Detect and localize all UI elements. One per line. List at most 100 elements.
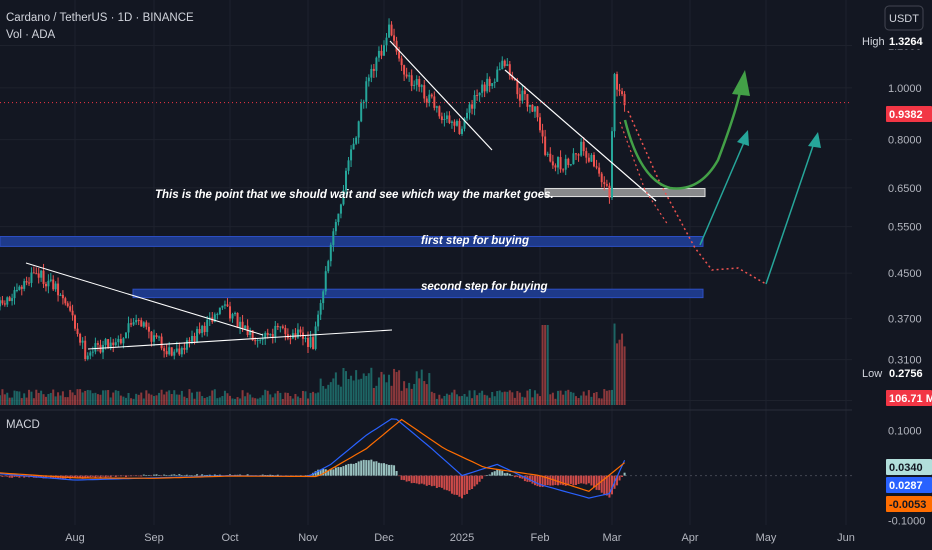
candle-body: [445, 115, 448, 120]
macd-histogram-bar: [403, 475, 406, 481]
candle-body: [229, 306, 231, 319]
volume-bar: [271, 397, 274, 405]
macd-histogram-bar: [595, 475, 598, 490]
volume-bar: [91, 393, 94, 405]
candle-body: [223, 304, 226, 306]
candle-body: [112, 342, 115, 346]
candle-body: [461, 128, 463, 134]
volume-bar: [160, 389, 163, 405]
macd-histogram-bar: [304, 475, 307, 476]
candle-body: [355, 137, 358, 144]
volume-bar: [180, 390, 183, 405]
candle-body: [448, 115, 451, 123]
macd-histogram-bar: [3, 475, 6, 477]
candle-body: [168, 347, 171, 355]
macd-histogram-bar: [471, 475, 474, 490]
candle-body: [580, 141, 583, 156]
volume-bar: [198, 391, 201, 405]
volume-bar: [203, 398, 206, 405]
candle-body: [450, 121, 453, 123]
volume-bar: [66, 397, 69, 405]
volume-bar: [20, 398, 23, 405]
volume-bar: [360, 378, 363, 405]
macd-histogram-bar: [213, 474, 216, 476]
volume-bar: [94, 392, 97, 405]
price-tick-label: 0.4500: [888, 268, 922, 280]
macd-label: MACD: [6, 419, 40, 431]
macd-badge-value: 0.0287: [889, 480, 923, 492]
macd-histogram-bar: [15, 475, 18, 477]
candle-body: [114, 342, 117, 346]
time-tick-label: Nov: [298, 532, 318, 544]
price-tick-label: 0.8000: [888, 135, 922, 147]
candle-body: [533, 106, 536, 112]
time-tick-label: May: [756, 532, 777, 544]
macd-histogram-bar: [458, 475, 461, 497]
volume-bar: [317, 392, 320, 405]
volume-bar: [239, 398, 242, 405]
candle-body: [264, 332, 267, 339]
macd-histogram-bar: [370, 459, 373, 476]
volume-bar: [246, 392, 249, 405]
candle-body: [590, 154, 593, 162]
volume-bar: [471, 398, 474, 405]
candle-body: [28, 282, 31, 284]
time-tick-label: 2025: [450, 532, 474, 544]
volume-bar: [405, 388, 408, 405]
macd-histogram-bar: [580, 475, 583, 484]
candle-body: [476, 95, 479, 97]
macd-histogram-bar: [377, 462, 380, 476]
volume-bar: [150, 394, 153, 405]
candle-body: [345, 170, 347, 191]
volume-bar: [52, 389, 55, 405]
candle-body: [274, 325, 277, 338]
candle-body: [621, 91, 624, 95]
macd-histogram-bar: [600, 475, 603, 493]
macd-histogram-bar: [564, 475, 567, 486]
macd-histogram-bar: [528, 475, 531, 482]
candle-body: [296, 329, 299, 338]
candle-body: [498, 69, 501, 71]
volume-bar: [564, 390, 567, 405]
candle-body: [42, 270, 45, 284]
volume-bar: [587, 390, 590, 405]
candle-body: [433, 96, 436, 108]
candle-body: [6, 297, 9, 305]
candle-body: [486, 78, 489, 92]
currency-button[interactable]: USDT: [884, 5, 924, 31]
volume-bar: [30, 391, 33, 405]
macd-histogram-bar: [206, 474, 209, 476]
macd-histogram-bar: [562, 475, 565, 486]
candle-body: [54, 283, 57, 290]
candle-body: [458, 120, 461, 134]
descending-trendline-3: [504, 69, 657, 202]
volume-bar: [57, 392, 60, 405]
volume-bar: [496, 391, 499, 405]
volume-bar: [221, 396, 224, 405]
macd-histogram-bar: [577, 475, 580, 485]
candle-body: [473, 95, 476, 109]
macd-histogram-bar: [135, 475, 138, 477]
candle-body: [201, 325, 204, 334]
volume-bar: [395, 371, 398, 405]
candle-body: [244, 325, 247, 329]
volume-bar: [595, 391, 598, 405]
macd-histogram-bar: [218, 474, 221, 476]
volume-bar: [279, 392, 282, 405]
macd-histogram-bar: [400, 475, 403, 480]
volume-bar: [49, 392, 52, 405]
macd-histogram-bar: [516, 475, 519, 477]
candle-body: [322, 291, 325, 304]
macd-histogram-bar: [94, 475, 97, 479]
macd-histogram-bar: [390, 464, 393, 476]
candle-body: [523, 90, 526, 95]
candle-body: [206, 319, 209, 333]
time-tick-label: Apr: [681, 532, 698, 544]
volume-bar: [388, 374, 391, 405]
volume-bar: [301, 390, 304, 405]
macd-histogram-bar: [329, 469, 332, 476]
volume-bar: [44, 396, 47, 405]
candle-body: [124, 332, 127, 339]
volume-bar: [428, 373, 431, 405]
volume-bar: [531, 397, 534, 405]
